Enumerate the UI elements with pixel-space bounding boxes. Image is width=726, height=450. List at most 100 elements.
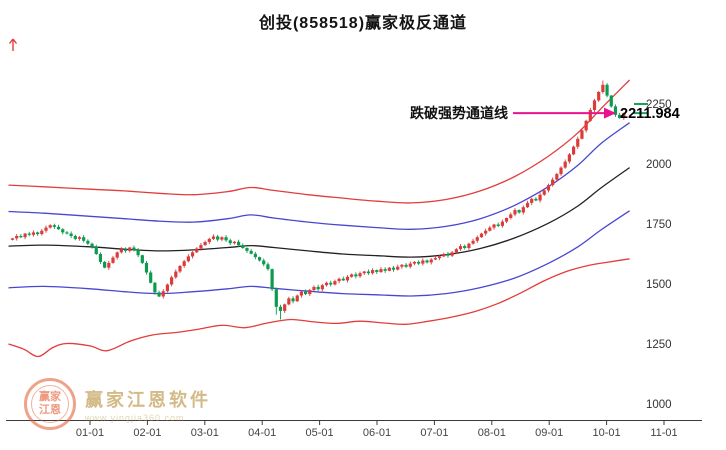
candle-body bbox=[308, 290, 312, 295]
candle-body bbox=[479, 233, 484, 238]
candles-layer bbox=[10, 80, 626, 320]
candle-body bbox=[559, 167, 563, 175]
candle-body bbox=[65, 232, 69, 234]
candle-body bbox=[337, 278, 341, 282]
candle-body bbox=[270, 269, 274, 290]
candle-body bbox=[588, 110, 592, 121]
channel-line-middle bbox=[8, 167, 630, 258]
candle-body bbox=[287, 298, 291, 305]
candle-body bbox=[538, 194, 542, 201]
x-axis-label: 10-01 bbox=[593, 427, 621, 439]
candle-body bbox=[613, 106, 618, 115]
candle-body bbox=[425, 260, 429, 263]
x-axis-label: 04-01 bbox=[248, 427, 276, 439]
candle-body bbox=[442, 254, 446, 257]
candle-body bbox=[316, 286, 320, 290]
x-axis-label: 03-01 bbox=[191, 427, 219, 439]
candle-body bbox=[283, 304, 287, 311]
candle-body bbox=[103, 261, 107, 268]
candle-body bbox=[601, 84, 605, 92]
candle-body bbox=[119, 249, 123, 253]
candle-body bbox=[203, 242, 207, 246]
candle-body bbox=[618, 114, 622, 118]
candle-body bbox=[123, 249, 128, 251]
candle-body bbox=[153, 282, 157, 293]
y-axis-label: 1250 bbox=[646, 339, 672, 351]
candle-body bbox=[622, 113, 626, 118]
candle-body bbox=[421, 260, 425, 264]
candle-body bbox=[128, 247, 132, 251]
candle-body bbox=[107, 262, 111, 268]
candle-body bbox=[144, 262, 149, 273]
candle-body bbox=[111, 257, 115, 263]
candle-body bbox=[241, 245, 245, 248]
candle-body bbox=[387, 267, 391, 271]
annotation-layer: 跌破强势通道线 2211.984 bbox=[410, 105, 680, 122]
candle-body bbox=[454, 249, 458, 253]
candle-body bbox=[115, 252, 119, 258]
candle-body bbox=[412, 261, 417, 264]
candle-body bbox=[165, 284, 170, 292]
candle-body bbox=[542, 190, 546, 195]
candle-body bbox=[605, 84, 609, 96]
candle-body bbox=[228, 240, 232, 244]
x-axis-label: 02-01 bbox=[133, 427, 161, 439]
candle-body bbox=[450, 252, 454, 256]
candle-body bbox=[237, 241, 241, 246]
candle-body bbox=[36, 232, 40, 235]
x-axis-label: 07-01 bbox=[420, 427, 448, 439]
candle-body bbox=[517, 210, 521, 213]
candle-body bbox=[278, 306, 283, 311]
candle-body bbox=[207, 238, 211, 242]
candle-body bbox=[580, 130, 584, 139]
candle-body bbox=[571, 146, 576, 155]
channel-line-outer-top bbox=[8, 79, 631, 204]
channel-line-inner-top bbox=[8, 122, 630, 230]
x-axis-label: 11-01 bbox=[650, 427, 677, 439]
candle-body bbox=[136, 249, 140, 256]
candle-body bbox=[224, 237, 228, 241]
candle-body bbox=[433, 258, 438, 260]
candle-body bbox=[312, 286, 316, 290]
candle-body bbox=[341, 278, 345, 281]
candle-body bbox=[475, 237, 479, 241]
breakdown-arrow-head bbox=[604, 107, 616, 119]
candle-body bbox=[94, 246, 98, 254]
candle-body bbox=[597, 92, 601, 101]
candle-body bbox=[23, 233, 27, 238]
candle-body bbox=[350, 274, 354, 277]
candle-body bbox=[27, 233, 31, 235]
chart-title: 创投(858518)赢家极反通道 bbox=[258, 15, 468, 32]
candle-body bbox=[86, 240, 90, 244]
candle-body bbox=[211, 236, 216, 239]
candle-body bbox=[458, 246, 463, 250]
candle-body bbox=[375, 270, 379, 272]
candle-body bbox=[161, 291, 165, 297]
x-axis-label: 06-01 bbox=[363, 427, 391, 439]
x-axis-label: 09-01 bbox=[535, 427, 563, 439]
candle-body bbox=[500, 221, 504, 226]
channel-line-inner-bottom bbox=[8, 210, 630, 297]
candle-body bbox=[195, 248, 199, 253]
candle-body bbox=[249, 250, 253, 254]
candle-body bbox=[291, 298, 295, 302]
candle-body bbox=[534, 198, 538, 201]
candle-body bbox=[174, 271, 178, 278]
candle-body bbox=[345, 276, 350, 281]
y-axis-label: 1750 bbox=[646, 219, 672, 231]
x-axis-label: 08-01 bbox=[478, 427, 506, 439]
candle-body bbox=[266, 264, 270, 270]
candle-body bbox=[504, 218, 509, 222]
candle-body bbox=[295, 295, 299, 302]
candle-body bbox=[576, 138, 580, 147]
candle-body bbox=[73, 236, 77, 239]
candle-body bbox=[366, 271, 371, 274]
candle-body bbox=[609, 95, 613, 107]
candle-body bbox=[592, 100, 597, 110]
candle-body bbox=[329, 282, 333, 285]
candle-body bbox=[567, 154, 571, 162]
candle-body bbox=[496, 224, 500, 226]
candle-body bbox=[77, 237, 82, 239]
